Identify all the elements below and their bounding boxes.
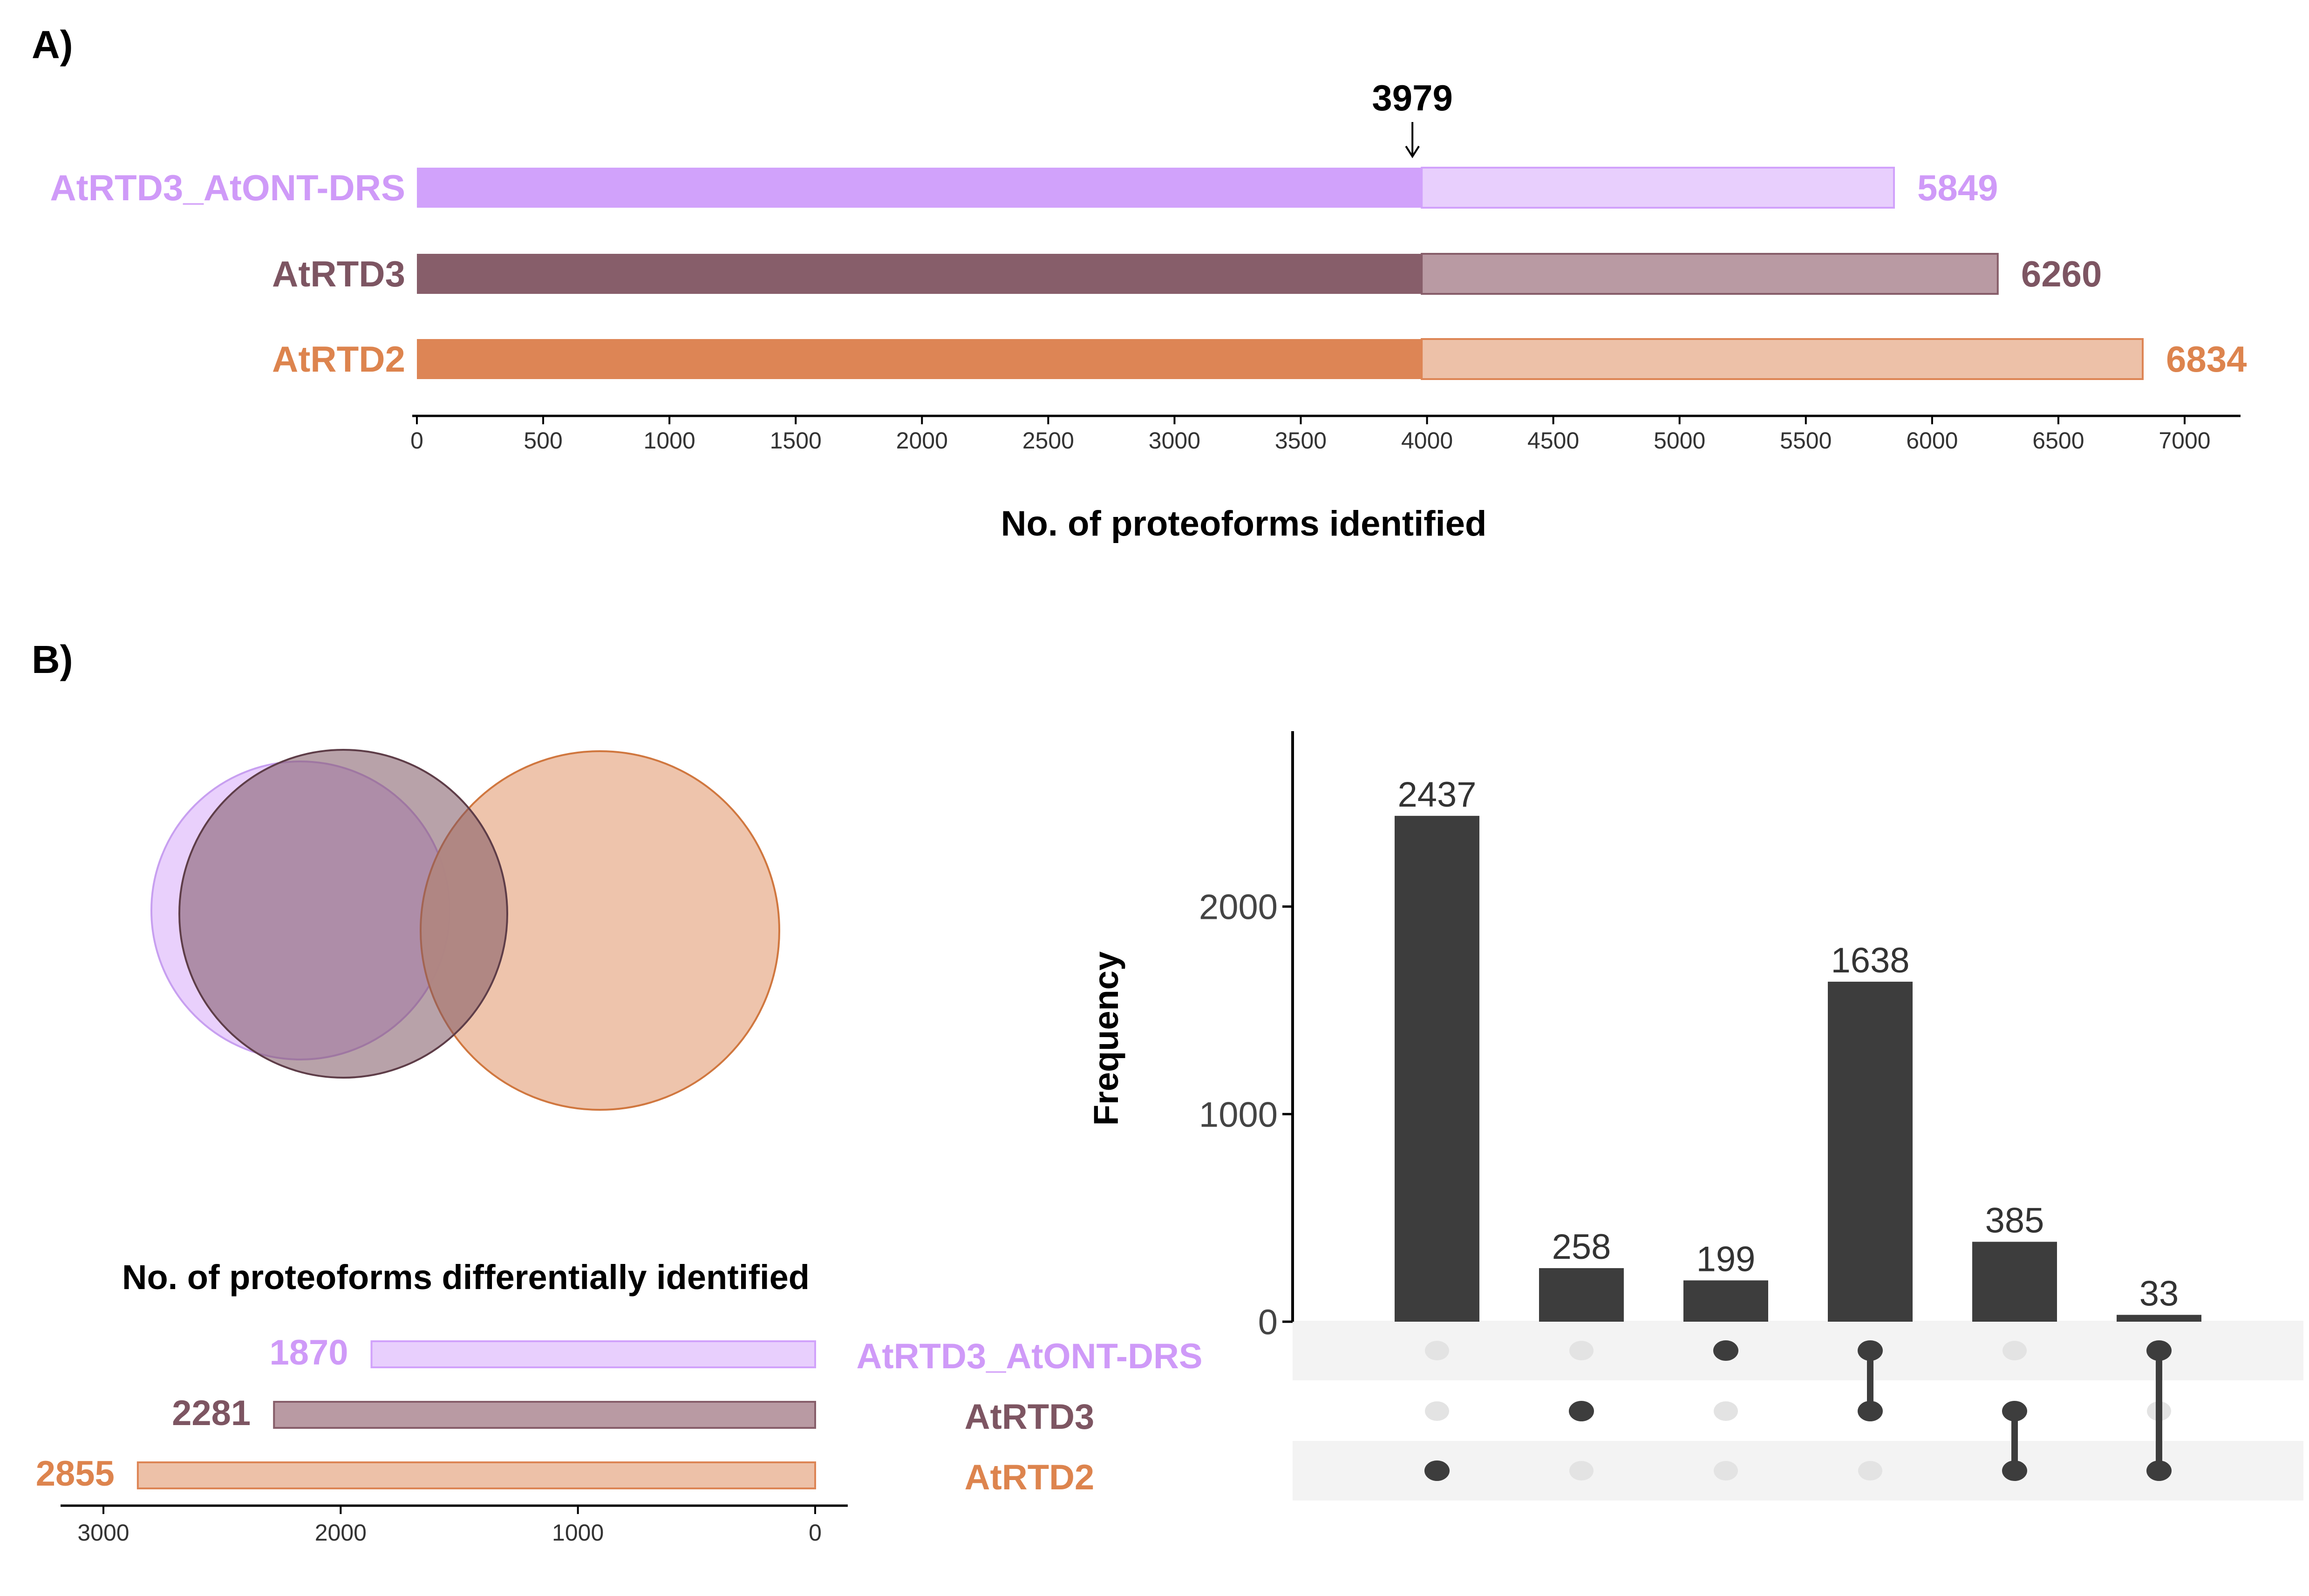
set-size-bar-2 — [136, 1461, 816, 1489]
bar-shared-1 — [417, 254, 1422, 294]
set-size-tick-label-1: 2000 — [315, 1520, 367, 1546]
matrix-dot-off-3-2 — [1858, 1461, 1882, 1481]
total-label-0: 5849 — [1917, 167, 1998, 208]
set-size-bar-0 — [370, 1340, 816, 1368]
x-tick-label-11: 5500 — [1780, 428, 1832, 454]
x-tick-label-2: 1000 — [644, 428, 695, 454]
set-name-1: AtRTD3 — [965, 1397, 1095, 1437]
matrix-dot-on-4-1 — [2002, 1401, 2027, 1421]
matrix-dot-on-1-1 — [1569, 1401, 1594, 1421]
set-size-bar-1 — [273, 1401, 816, 1429]
matrix-dot-off-2-1 — [1714, 1401, 1738, 1421]
panel-a-label: A) — [32, 23, 73, 67]
intersection-value-0: 2437 — [1397, 775, 1476, 815]
x-tick-label-1: 500 — [524, 428, 562, 454]
x-tick-label-4: 2000 — [896, 428, 948, 454]
x-tick-label-0: 0 — [410, 428, 423, 454]
x-tick-label-5: 2500 — [1022, 428, 1074, 454]
proteoforms-identified-chart: AtRTD3_AtONT-DRS 5849 AtRTD3 6260 AtRTD2 6834… — [50, 77, 2247, 543]
upset-y-tick-label-0: 0 — [1258, 1303, 1278, 1342]
matrix-dot-on-2-0 — [1713, 1340, 1738, 1361]
venn-diagram — [150, 749, 780, 1111]
shared-annotation: 3979 — [1372, 77, 1453, 118]
x-tick-label-9: 4500 — [1527, 428, 1579, 454]
upset-y-label: Frequency — [1087, 951, 1125, 1126]
x-tick-label-10: 5000 — [1654, 428, 1705, 454]
x-tick-label-13: 6500 — [2032, 428, 2084, 454]
set-size-tick-label-0: 3000 — [77, 1520, 129, 1546]
upset-y-tick-label-1: 1000 — [1199, 1095, 1278, 1134]
x-tick-label-6: 3000 — [1149, 428, 1200, 454]
x-tick-label-14: 7000 — [2159, 428, 2210, 454]
x-tick-label-12: 6000 — [1906, 428, 1958, 454]
matrix-dot-on-5-2 — [2146, 1460, 2172, 1481]
matrix-dot-on-0-2 — [1424, 1460, 1450, 1481]
set-size-tick-label-3: 0 — [809, 1520, 822, 1546]
intersection-value-4: 385 — [1985, 1201, 2044, 1240]
x-tick-label-3: 1500 — [770, 428, 822, 454]
set-name-0: AtRTD3_AtONT-DRS — [856, 1337, 1202, 1376]
set-size-title: No. of proteoforms differentially identi… — [122, 1258, 810, 1297]
set-size-tick-label-2: 1000 — [552, 1520, 604, 1546]
category-label-2: AtRTD2 — [272, 339, 405, 380]
intersection-bar-1 — [1539, 1268, 1624, 1322]
set-name-2: AtRTD2 — [965, 1458, 1095, 1497]
bar-shared-0 — [417, 168, 1422, 208]
bar-unique-0 — [1421, 167, 1895, 209]
intersection-value-1: 258 — [1552, 1227, 1611, 1267]
matrix-dot-on-5-0 — [2146, 1340, 2172, 1361]
intersection-value-2: 199 — [1696, 1239, 1756, 1279]
intersection-bar-5 — [2117, 1315, 2201, 1322]
bar-unique-2 — [1421, 338, 2144, 380]
matrix-dot-off-0-0 — [1425, 1341, 1449, 1360]
upset-chart: Frequency 0 1000 2000 2437 258 199 1638 385 33 — [1087, 731, 2303, 1501]
x-axis-title: No. of proteoforms identified — [1001, 504, 1487, 543]
x-tick-label-8: 4000 — [1401, 428, 1453, 454]
matrix-dot-on-4-2 — [2002, 1460, 2027, 1481]
venn-circle-atrtd3 — [178, 749, 508, 1079]
bar-unique-1 — [1421, 253, 1999, 295]
upset-y-tick-label-2: 2000 — [1199, 888, 1278, 927]
annotation-arrow-head — [1405, 145, 1420, 158]
total-label-1: 6260 — [2021, 253, 2102, 294]
x-tick-label-7: 3500 — [1275, 428, 1327, 454]
category-label-0: AtRTD3_AtONT-DRS — [50, 167, 405, 208]
intersection-value-5: 33 — [2139, 1274, 2179, 1313]
intersection-bar-4 — [1972, 1242, 2057, 1322]
matrix-stripe-2 — [1293, 1441, 2303, 1501]
category-label-1: AtRTD3 — [272, 253, 405, 294]
matrix-dot-off-1-2 — [1569, 1461, 1594, 1481]
intersection-bar-2 — [1683, 1280, 1768, 1322]
intersection-bar-3 — [1828, 981, 1913, 1322]
matrix-dot-off-1-0 — [1569, 1341, 1594, 1360]
bar-shared-2 — [417, 339, 1422, 379]
matrix-dot-off-2-2 — [1714, 1461, 1738, 1481]
set-size-value-2: 2855 — [36, 1454, 115, 1494]
total-label-2: 6834 — [2166, 339, 2247, 380]
intersection-bar-0 — [1395, 815, 1479, 1322]
set-size-chart: No. of proteoforms differentially identi… — [36, 1258, 1203, 1546]
panel-b-label: B) — [32, 638, 73, 681]
matrix-dot-on-3-1 — [1858, 1401, 1883, 1421]
matrix-dot-off-4-0 — [2002, 1341, 2027, 1360]
matrix-stripe-0 — [1293, 1321, 2303, 1380]
set-size-value-1: 2281 — [172, 1393, 251, 1433]
intersection-value-3: 1638 — [1831, 941, 1909, 980]
matrix-dot-on-3-0 — [1858, 1340, 1883, 1361]
set-size-value-0: 1870 — [269, 1333, 348, 1372]
matrix-dot-off-0-1 — [1425, 1401, 1449, 1421]
